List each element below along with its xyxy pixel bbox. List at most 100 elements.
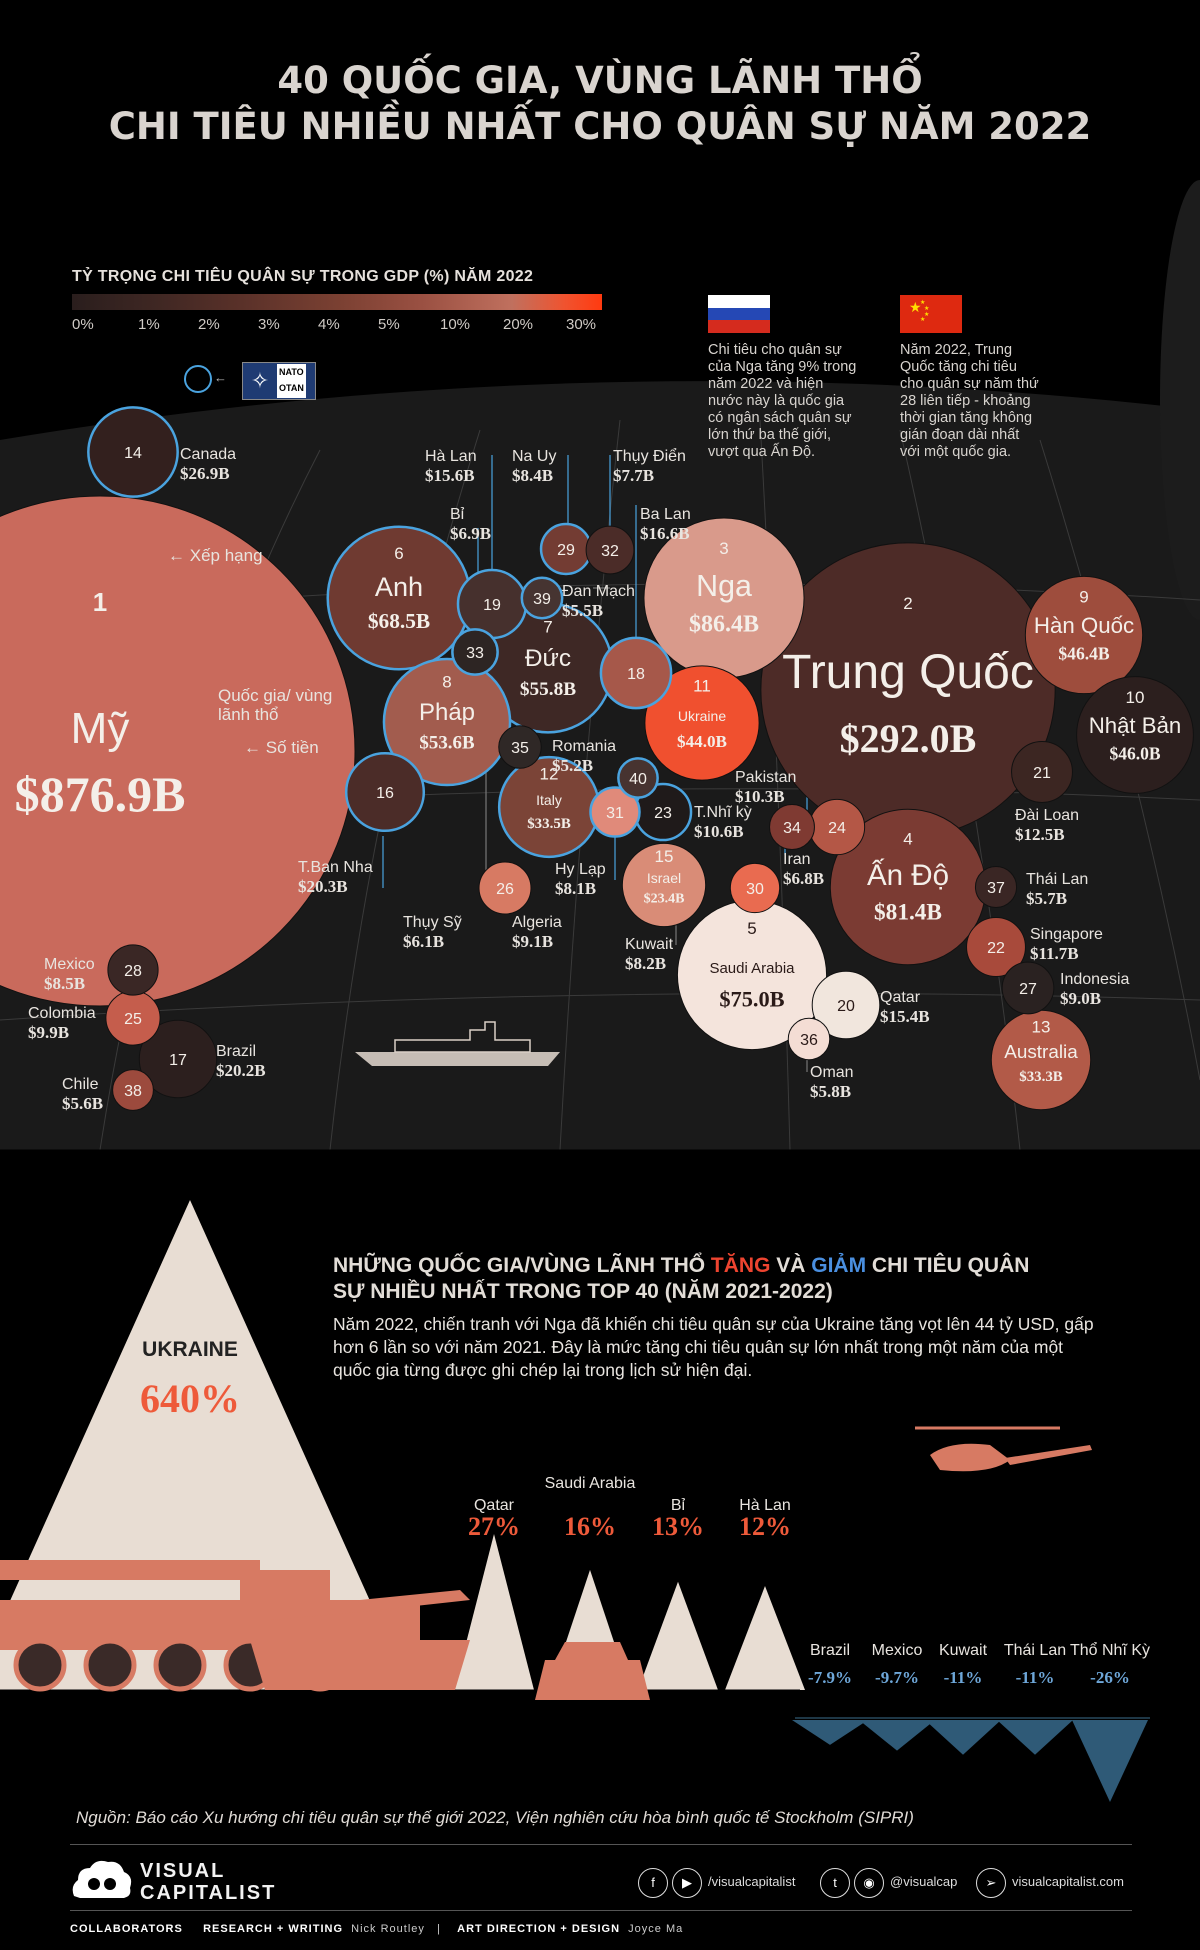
bubble-name: Saudi Arabia	[709, 960, 795, 977]
instagram-icon[interactable]: ◉	[854, 1868, 884, 1898]
bubble-37	[974, 865, 1018, 909]
cursor-icon[interactable]: ➢	[976, 1868, 1006, 1898]
china-flag-icon: ★ ★ ★ ★ ★	[900, 295, 962, 333]
bubble-name: Nga	[696, 569, 752, 603]
legend-tick: 2%	[198, 316, 220, 333]
arrow-icon: ←	[214, 370, 227, 385]
decrease-label: Thái Lan	[1003, 1642, 1067, 1659]
wheel-icon	[153, 1638, 207, 1692]
bubble-rank: 20	[837, 998, 855, 1015]
increase-label: Hà Lan	[739, 1497, 791, 1514]
country-label-38: Chile $5.6B	[62, 1076, 104, 1113]
bubble-35	[498, 725, 542, 769]
bubble-9	[1024, 575, 1144, 695]
nato-text: NATO OTAN	[277, 364, 306, 398]
changes-heading: NHỮNG QUỐC GIA/VÙNG LÃNH THỔ TĂNG VÀ GIẢ…	[333, 1254, 1030, 1303]
bubble-rank: 21	[1033, 765, 1051, 782]
increase-value: 12%	[739, 1512, 791, 1541]
decrease-label: Thổ Nhĩ Kỳ	[1069, 1642, 1151, 1659]
bubble-rank: 6	[394, 544, 403, 563]
page-title: 40 QUỐC GIA, VÙNG LÃNH THỔ CHI TIÊU NHIỀ…	[0, 58, 1200, 150]
bubble-32	[585, 525, 635, 575]
youtube-icon[interactable]: ▶	[672, 1868, 702, 1898]
bubble-name: Ukraine	[678, 708, 726, 724]
svg-text:★: ★	[924, 311, 929, 318]
bubble-name: Nhật Bản	[1089, 713, 1182, 738]
bubble-31	[589, 786, 641, 838]
increase-value: 13%	[652, 1512, 704, 1541]
svg-text:★: ★	[920, 316, 925, 323]
wheel-icon	[83, 1638, 137, 1692]
bubble-rank: 28	[124, 963, 142, 980]
social-handle-1[interactable]: /visualcapitalist	[708, 1874, 796, 1889]
bubble-name: Anh	[375, 571, 423, 602]
country-label-34: Iran $6.8B	[783, 851, 825, 888]
decrease-value: -11%	[1015, 1668, 1055, 1687]
decrease-label: Brazil	[809, 1642, 850, 1659]
bubble-name: Hàn Quốc	[1034, 613, 1134, 638]
bubble-rank: 12	[540, 765, 559, 784]
bubble-value: $23.4B	[644, 891, 685, 906]
bubble-rank: 1	[93, 587, 107, 617]
footer-divider-2	[70, 1910, 1132, 1911]
tank-body	[250, 1640, 470, 1690]
country-label-20: Qatar $15.4B	[880, 989, 930, 1026]
bubble-rank: 8	[442, 672, 451, 691]
bubble-rank: 38	[124, 1083, 142, 1100]
bubble-value: $33.3B	[1019, 1069, 1063, 1085]
social-handle-2[interactable]: @visualcap	[890, 1874, 958, 1889]
increase-triangle	[454, 1534, 534, 1690]
bubble-value: $53.6B	[419, 732, 475, 753]
bubble-27	[1001, 961, 1055, 1015]
bubble-name: Mỹ	[71, 704, 130, 753]
bubble-value: $46.4B	[1058, 644, 1110, 664]
bubble-value: $68.5B	[368, 609, 430, 633]
website-link[interactable]: visualcapitalist.com	[1012, 1874, 1124, 1889]
increase-label: Qatar	[473, 1497, 514, 1514]
bubble-38	[112, 1069, 154, 1111]
bubble-rank: 3	[719, 539, 728, 558]
bubble-rank: 17	[169, 1052, 187, 1069]
bubble-rank: 33	[466, 645, 484, 662]
bubble-value: $86.4B	[689, 612, 759, 638]
country-label-23: T.Nhĩ kỳ $10.6B	[694, 804, 752, 841]
bubble-rank: 4	[903, 829, 912, 848]
globe-edge	[1160, 180, 1200, 620]
increase-label-ukraine: UKRAINE	[142, 1338, 238, 1361]
tank-icon	[0, 1570, 420, 1650]
bubble-rank: 25	[124, 1011, 142, 1028]
legend-tick: 20%	[503, 316, 534, 333]
bubble-28	[107, 944, 159, 996]
map-gridline	[759, 419, 791, 1151]
country-label-29: Na Uy $8.4B	[512, 448, 557, 485]
legend-tick: 4%	[318, 316, 340, 333]
bubble-rank: 34	[783, 820, 801, 837]
legend-tick: 30%	[566, 316, 597, 333]
warship-icon	[355, 1052, 560, 1066]
helicopter-tail	[1005, 1445, 1092, 1465]
bubble-rank: 11	[693, 677, 711, 696]
bubble-name: Đức	[525, 645, 571, 672]
nato-ring-legend	[184, 365, 212, 393]
twitter-icon[interactable]: t	[820, 1868, 850, 1898]
bubble-value: $44.0B	[677, 732, 727, 751]
bubble-10	[1076, 676, 1194, 794]
bubble-39	[520, 576, 564, 620]
country-label-14: Canada $26.9B	[180, 446, 237, 483]
facebook-icon[interactable]: f	[638, 1868, 668, 1898]
country-label-25: Colombia $9.9B	[28, 1005, 96, 1042]
country-label-21: Đài Loan $12.5B	[1015, 807, 1080, 844]
bubble-16	[344, 751, 426, 833]
svg-text:★: ★	[909, 300, 922, 316]
legend-tick: 0%	[72, 316, 94, 333]
bubble-name: Pháp	[419, 699, 475, 726]
source-note: Nguồn: Báo cáo Xu hướng chi tiêu quân sự…	[76, 1808, 914, 1827]
bubble-8	[382, 657, 512, 787]
country-label-33: Bỉ $6.9B	[450, 506, 492, 543]
increase-value-ukraine: 640%	[140, 1376, 240, 1421]
bubble-20	[811, 970, 881, 1040]
bubble-rank: 10	[1126, 688, 1145, 707]
artillery-barrel	[0, 1560, 260, 1580]
bubble-name: Trung Quốc	[782, 646, 1034, 699]
